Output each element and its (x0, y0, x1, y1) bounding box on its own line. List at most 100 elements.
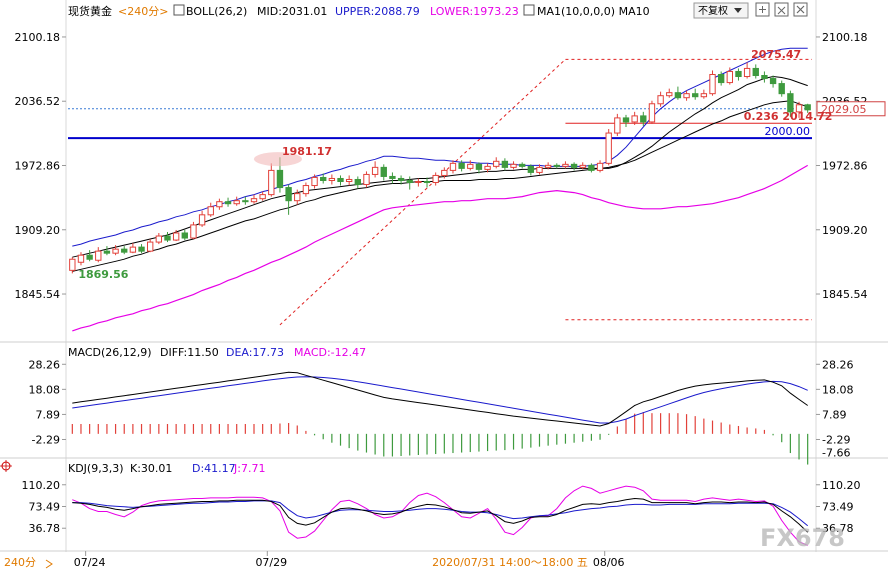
wrench-icon (777, 6, 786, 15)
boll-upper-value: UPPER:2088.79 (335, 5, 420, 18)
kdj-k-value: K:30.01 (130, 462, 172, 475)
toolbar-controls: 不复权 (693, 2, 808, 19)
candle-down (337, 177, 344, 183)
candle-down (752, 67, 759, 77)
time-axis: 240分 07/24 07/29 2020/07/31 14:00～18:00 五 0… (4, 551, 625, 569)
candle-down (276, 169, 284, 189)
candle-down (285, 187, 292, 202)
price-axis-tick-label-right: 1972.86 (822, 159, 868, 172)
fx678-watermark: FX678 (760, 524, 845, 552)
candle-up (441, 169, 448, 176)
candle-down (380, 166, 387, 177)
candle-down (389, 175, 396, 179)
fib-trend-line (279, 58, 566, 326)
macd-axis-tick-label-left: 7.89 (36, 408, 61, 421)
candle-down (224, 201, 232, 205)
kdj-j-value: J:7.71 (233, 462, 265, 475)
settings-button[interactable] (774, 2, 789, 17)
macd-dea-line (72, 376, 808, 424)
ma-toggle-icon[interactable] (523, 4, 535, 16)
candle-up (579, 164, 586, 168)
candle-up (631, 115, 638, 123)
fib-value-label: 2014.72 (782, 110, 832, 123)
candle-up (69, 258, 76, 271)
candle-down (320, 176, 327, 181)
candle-up (207, 206, 214, 216)
price-axis-tick-label-left: 2100.18 (15, 31, 61, 44)
candle-down (761, 75, 768, 80)
price-axis-tick-label-left: 1845.54 (15, 288, 61, 301)
candle-up (250, 198, 258, 203)
macd-axis-tick-label-right: 7.89 (822, 408, 847, 421)
price-axis-tick-label-right: 2100.18 (822, 31, 868, 44)
kdj-axis-tick-label-right: 36.78 (822, 522, 854, 535)
boll-mid-value: MID:2031.01 (257, 5, 327, 18)
candle-up (259, 194, 266, 200)
kdj-axis-tick-label-right: 110.20 (822, 479, 861, 492)
candle-up (432, 174, 439, 184)
candle-up (294, 193, 301, 202)
period-footer-label[interactable]: 240分 (4, 556, 36, 569)
macd-last-value-label: -7.66 (822, 447, 850, 460)
macd-axis-tick-label-right: -2.29 (822, 433, 850, 446)
period-label[interactable]: <240分> (118, 5, 168, 18)
macd-header: MACD(26,12,9) DIFF:11.50 DEA:17.73 MACD:… (68, 346, 366, 359)
adjust-dropdown[interactable] (693, 2, 749, 19)
ma-label: MA1(10,0,0,0) MA10 (537, 5, 650, 18)
candle-down (769, 78, 777, 85)
boll-label: BOLL(26,2) (186, 5, 247, 18)
kdj-header: KDJ(9,3,3) K:30.01 D:41.17 J:7.71 (68, 462, 265, 475)
fib-ratio-label: 0.236 (744, 110, 779, 123)
candle-up (328, 177, 336, 181)
kdj-plot (72, 485, 809, 546)
price-axis-tick-label-left: 1909.20 (15, 224, 61, 237)
macd-axis-tick-label-left: 28.26 (29, 358, 61, 371)
candle-up (614, 117, 621, 134)
candle-up (172, 232, 180, 241)
candle-up (311, 176, 318, 187)
candle-up (363, 173, 370, 186)
candle-up (415, 181, 422, 184)
crosshair-marker (0, 460, 12, 472)
candle-down (735, 70, 742, 78)
candle-down (181, 232, 188, 239)
macd-axis-tick-label-left: 18.08 (29, 383, 61, 396)
macd-axis-tick-label-left: -2.29 (32, 433, 60, 446)
last-price-label: 2029.05 (821, 103, 867, 116)
boll-lower-line (72, 164, 808, 332)
high-label: 2075.47 (751, 48, 801, 61)
candle-down (138, 246, 145, 252)
candle-down (475, 163, 483, 170)
macd-dea-value: DEA:17.73 (226, 346, 284, 359)
candle-up (536, 166, 543, 173)
candle-up (155, 235, 163, 243)
price-header: 现货黄金 <240分> BOLL(26,2) MID:2031.01 UPPER… (68, 4, 650, 18)
candle-up (657, 95, 664, 105)
candle-down (103, 250, 111, 254)
price-levels: 2000.00 2029.05 (68, 58, 886, 326)
candle-up (129, 246, 137, 253)
candle-up (648, 103, 656, 123)
candle-up (198, 214, 206, 226)
candle-up (605, 132, 612, 164)
kdj-k-line (72, 497, 809, 533)
candles (69, 62, 811, 274)
boll-lower-value: LOWER:1973.23 (430, 5, 519, 18)
candle-down (553, 164, 560, 167)
price-axis-tick-label-left: 2036.52 (15, 95, 61, 108)
candle-down (164, 235, 171, 241)
candle-up (709, 73, 716, 95)
candle-up (666, 92, 673, 97)
candle-up (683, 93, 690, 99)
boll-toggle-icon[interactable] (173, 4, 185, 16)
candle-down (501, 160, 509, 168)
time-tick-label: 08/06 (593, 556, 625, 569)
macd-plot (71, 371, 809, 465)
candle-down (519, 163, 526, 167)
kdj-axis: 110.20 110.20 73.49 73.49 36.78 36.78 (22, 479, 861, 535)
price-axis-tick-label-right: 1845.54 (822, 288, 868, 301)
macd-params: MACD(26,12,9) (68, 346, 152, 359)
time-cursor-label: 2020/07/31 14:00～18:00 五 (432, 556, 588, 569)
